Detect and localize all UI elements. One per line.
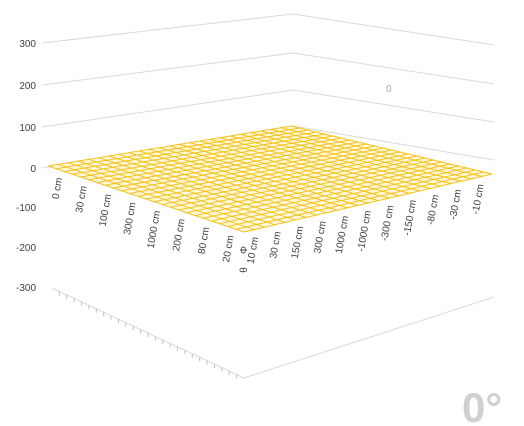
y-tick-label: 150 cm [290,225,307,259]
x-tick-label: 200 cm [171,218,188,252]
y-tick-label: 30 cm [268,231,284,260]
surface-mesh-line [235,171,484,230]
z-tick-label: 100 [19,123,36,134]
floor-tick-marks [58,291,238,379]
corner-theta-label: θ [239,267,250,273]
gridline-200 [41,52,495,86]
z-axis-ticks: 300 200 100 0 -100 -200 -300 [16,39,36,294]
gridline-100 [41,89,495,128]
y-tick-label: -30 cm [448,189,464,221]
x-tick-label: 0 cm [51,177,66,200]
rotation-label: 0° [462,384,502,426]
series-label: 0 [386,84,392,95]
x-tick-label: 300 cm [122,201,139,235]
z-tick-label: 200 [19,81,36,92]
floor [51,287,495,379]
y-tick-label: -80 cm [425,194,441,226]
y-tick-label: 300 cm [312,220,329,254]
x-tick-label: 20 cm [221,234,237,263]
x-tick-label: 100 cm [98,193,115,227]
floor-outline [51,287,495,379]
y-tick-label: -300 cm [379,204,396,241]
surface-mesh-line [211,165,459,222]
surface-mesh-line [280,127,482,177]
z-tick-label: -100 [16,203,36,214]
z-tick-label: 0 [30,164,36,175]
y-tick-label: -1000 cm [356,210,374,253]
y-tick-label: -150 cm [402,199,419,236]
surface-grid [47,125,493,233]
y-tick-label: 1000 cm [334,215,351,255]
z-tick-label: -200 [16,243,36,254]
gridline-300 [41,13,495,46]
surface-mesh-line [260,130,462,182]
surface-mesh-line [290,125,493,175]
y-tick-label: -10 cm [471,183,487,215]
z-tick-label: -300 [16,283,36,294]
x-tick-label: 1000 cm [146,210,163,250]
x-tick-label: 30 cm [74,185,90,214]
y-tick-label: 10 cm [246,236,262,265]
surface-mesh-line [270,128,472,180]
surface-mesh-line [219,167,467,225]
surface-mesh-line [227,169,476,227]
corner-phi-label: Φ [239,246,250,254]
z-tick-label: 300 [19,39,36,50]
surface-mesh-line [243,173,493,233]
x-tick-label: 80 cm [197,226,213,255]
